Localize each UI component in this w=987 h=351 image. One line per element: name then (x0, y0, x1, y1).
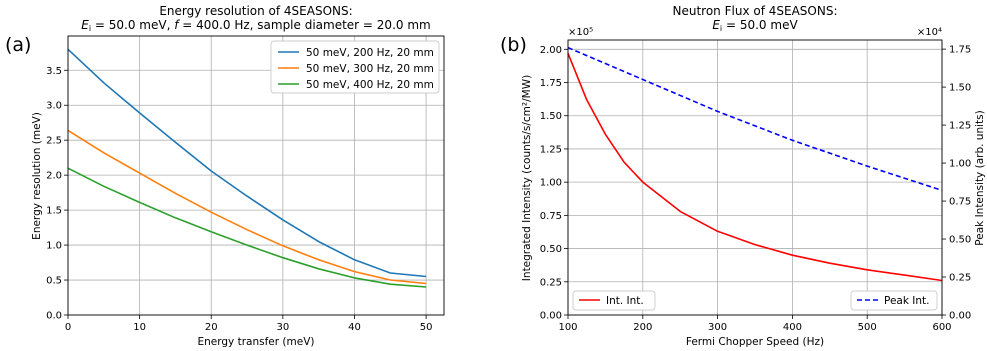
chart-b-xtick-label-1: 200 (633, 322, 652, 333)
chart-b-ytick-right-label-6: 1.50 (949, 83, 971, 94)
panel-label-a: (a) (5, 34, 31, 56)
chart-b-legend-left: Int. Int. (572, 290, 656, 311)
chart-a-series-1-line (67, 129, 427, 285)
chart-a-title-line2: Ei = 50.0 meV, f = 400.0 Hz, sample diam… (81, 18, 430, 33)
chart-b-ylabel-left: Integrated Intensity (counts/s/cm²/MW) (521, 75, 533, 281)
chart-b-ytick-left-label-4: 1.00 (540, 178, 562, 189)
chart-a-xtick-label-0: 0 (65, 322, 71, 333)
chart-b-ytick-left-label-6: 1.50 (540, 111, 562, 122)
chart-b-series-1-line (567, 46, 943, 192)
chart-b-lines (567, 46, 943, 282)
chart-b-xtick-label-2: 300 (708, 322, 727, 333)
chart-b: 100 200 300 400 500 6000.000.250.500.751.001.… (521, 4, 986, 348)
chart-a-title-line1: Energy resolution of 4SEASONS: (159, 4, 352, 18)
legend-a-series-1-label: 50 meV, 300 Hz, 20 mm (306, 63, 434, 75)
chart-a-ytick-label-2: 1.0 (46, 241, 62, 252)
chart-a-lines (67, 48, 427, 288)
chart-b-ytick-right-label-7: 1.75 (949, 45, 971, 56)
chart-a-ylabel: Energy resolution (meV) (31, 112, 43, 240)
panel-label-b: (b) (500, 34, 527, 56)
chart-a-series-2-line (67, 167, 427, 288)
chart-b-legend-right-box (850, 290, 938, 311)
chart-b-ytick-left-label-1: 0.25 (540, 277, 562, 288)
chart-a-xtick-label-4: 40 (348, 322, 361, 333)
chart-a-ytick-label-7: 3.5 (46, 66, 62, 77)
chart-a-xtick-label-3: 30 (276, 322, 289, 333)
chart-b-ytick-right-label-0: 0.00 (949, 311, 971, 322)
chart-b-offset-right: ×10⁴ (917, 27, 942, 38)
chart-b-ytick-right-label-2: 0.50 (949, 235, 971, 246)
chart-b-ytick-left-label-5: 1.25 (540, 144, 562, 155)
chart-a-xtick-label-1: 10 (133, 322, 146, 333)
chart-a-ytick-label-1: 0.5 (46, 276, 62, 287)
chart-b-xtick-label-4: 500 (858, 322, 877, 333)
chart-b-ticks: 100 200 300 400 500 6000.000.250.500.751.001.… (540, 45, 972, 333)
chart-b-frame (567, 39, 943, 316)
chart-b-ytick-right-label-5: 1.25 (949, 121, 971, 132)
chart-a-ytick-label-0: 0.0 (46, 311, 62, 322)
legend-b-series-1-label: Peak Int. (884, 295, 929, 307)
chart-b-series-0-line (567, 53, 943, 282)
chart-b-ytick-left-label-7: 1.75 (540, 78, 562, 89)
chart-b-legend-left-box (572, 290, 656, 311)
legend-b-series-0-label: Int. Int. (606, 295, 644, 307)
chart-b-xtick-label-3: 400 (783, 322, 802, 333)
chart-b-ytick-right-label-1: 0.25 (949, 273, 971, 284)
chart-b-xlabel: Fermi Chopper Speed (Hz) (686, 336, 824, 348)
chart-b-legend-right: Peak Int. (850, 290, 938, 311)
chart-b-ytick-right-label-4: 1.00 (949, 159, 971, 170)
chart-a-xtick-label-2: 20 (205, 322, 218, 333)
chart-b-xtick-label-0: 100 (558, 322, 577, 333)
chart-b-ylabel-right: Peak Intensity (arb. units) (974, 110, 986, 245)
chart-a-legend: 50 meV, 200 Hz, 20 mm 50 meV, 300 Hz, 20… (270, 40, 440, 94)
chart-a-legend-box (270, 40, 440, 94)
chart-b-ytick-left-label-8: 2.00 (540, 45, 562, 56)
chart-b-xtick-label-5: 600 (932, 322, 951, 333)
chart-a-ticks: 0 10 20 30 40 50 0.0 0.5 1.0 1.5 2.0 2.5 3.0 3.5 (46, 66, 432, 333)
chart-b-ytick-left-label-0: 0.00 (540, 311, 562, 322)
chart-b-ytick-left-label-2: 0.50 (540, 244, 562, 255)
legend-a-series-0-label: 50 meV, 200 Hz, 20 mm (306, 47, 434, 59)
legend-a-series-2-label: 50 meV, 400 Hz, 20 mm (306, 79, 434, 91)
chart-a-ytick-label-5: 2.5 (46, 136, 62, 147)
chart-b-title-line1: Neutron Flux of 4SEASONS: (673, 4, 838, 18)
chart-a-xlabel: Energy transfer (meV) (198, 336, 315, 348)
chart-a: 0 10 20 30 40 50 0.0 0.5 1.0 1.5 2.0 2.5 3.0 3.5 Ener… (31, 4, 445, 348)
chart-a-ytick-label-6: 3.0 (46, 101, 62, 112)
chart-a-ytick-label-4: 2.0 (46, 171, 62, 182)
chart-b-ytick-right-label-3: 0.75 (949, 197, 971, 208)
chart-a-series-0-line (67, 48, 427, 278)
chart-b-grid (567, 40, 943, 316)
chart-b-ytick-left-label-3: 0.75 (540, 211, 562, 222)
chart-a-ytick-label-3: 1.5 (46, 206, 62, 217)
chart-b-title-line2: Ei = 50.0 meV (712, 18, 798, 33)
chart-b-offset-left: ×10⁵ (568, 27, 593, 38)
chart-a-xtick-label-5: 50 (420, 322, 433, 333)
